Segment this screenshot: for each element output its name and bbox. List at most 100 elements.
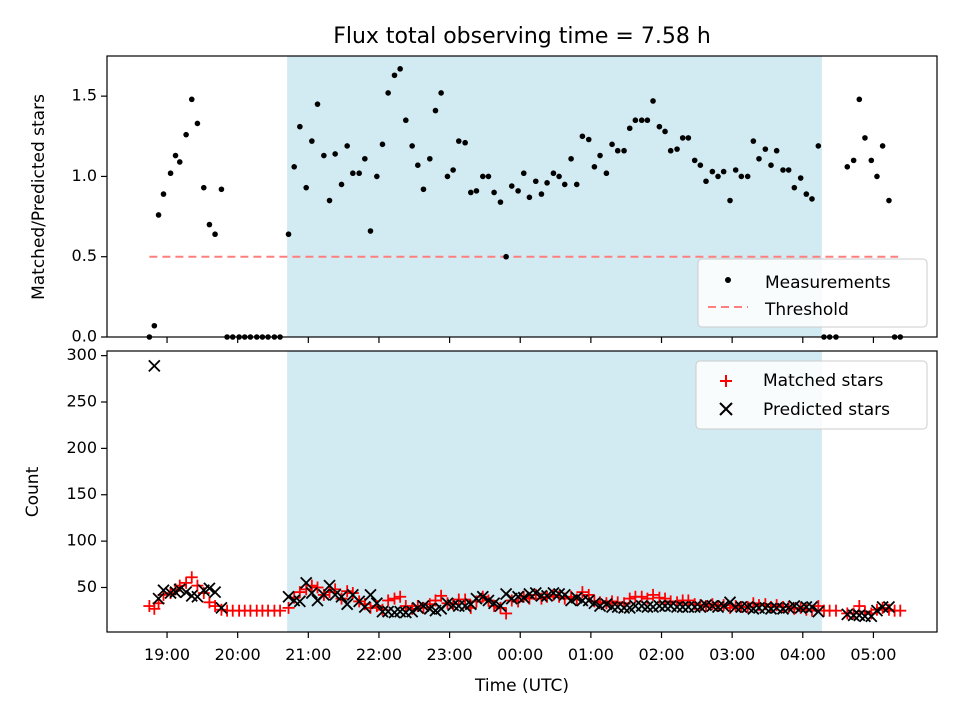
measurement-point: [362, 155, 368, 162]
count-panel-y-label: Count: [23, 466, 43, 517]
measurement-point: [356, 170, 362, 177]
measurement-point: [438, 90, 444, 96]
predicted-star-point: [870, 604, 884, 617]
predicted-star-point: [157, 584, 170, 597]
x-axis-label: Time (UTC): [474, 676, 569, 696]
measurement-point: [367, 228, 374, 234]
top-y-tick-label: 0.5: [72, 246, 97, 265]
measurement-point: [850, 157, 857, 164]
legend-matched-label: Matched stars: [763, 371, 883, 391]
x-tick-label: 21:00: [285, 645, 331, 664]
measurement-point: [303, 184, 310, 191]
x-tick-label: 22:00: [356, 645, 402, 664]
measurement-point: [744, 173, 751, 180]
matched-star-point: [829, 604, 842, 617]
top-y-tick-label: 1.0: [72, 166, 97, 185]
x-tick-label: 20:00: [215, 645, 261, 664]
matched-star-point: [394, 590, 407, 603]
legend-measurements-marker: [725, 277, 731, 283]
bot-y-tick-label: 50: [77, 577, 97, 596]
measurement-point: [314, 101, 321, 107]
matched-star-point: [894, 604, 907, 617]
bot-y-tick-label: 250: [66, 392, 97, 411]
measurement-point: [803, 191, 810, 197]
predicted-star-point: [335, 590, 348, 603]
measurement-point: [691, 157, 698, 164]
matched-star-point: [282, 601, 295, 614]
measurement-point: [591, 163, 598, 170]
x-tick-label: 19:00: [144, 645, 190, 664]
matched-star-point: [494, 601, 507, 614]
measurement-point: [697, 162, 704, 168]
predicted-star-point: [535, 589, 548, 602]
predicted-star-point: [370, 597, 383, 610]
measurement-point: [844, 163, 851, 170]
matched-star-point: [417, 601, 430, 614]
matched-star-point: [576, 586, 589, 599]
matched-star-point: [311, 581, 324, 594]
measurement-point: [397, 66, 403, 72]
predicted-star-point: [487, 597, 501, 610]
measurement-point: [756, 155, 762, 162]
top-y-tick-label: 0.0: [72, 327, 97, 346]
measurement-point: [403, 117, 409, 124]
predicted-star-point: [282, 590, 295, 603]
measurement-point: [879, 143, 886, 149]
matched-star-point: [647, 588, 660, 601]
measurement-point: [738, 173, 745, 180]
measurement-point: [285, 231, 292, 238]
measurement-point: [809, 196, 815, 202]
predicted-star-point: [173, 583, 186, 596]
matched-star-point: [582, 588, 595, 601]
predicted-star-point: [305, 586, 318, 600]
measurement-point: [568, 155, 574, 162]
predicted-star-point: [341, 598, 354, 611]
measurement-point: [727, 197, 733, 204]
matched-star-point: [143, 600, 156, 613]
measurement-point: [874, 173, 880, 180]
predicted-star-point: [617, 601, 631, 615]
measurement-point: [797, 175, 804, 181]
measurement-point: [385, 90, 391, 96]
count-legend: Matched stars Predicted stars: [695, 360, 928, 430]
measurement-point: [520, 170, 527, 177]
predicted-star-point: [417, 599, 430, 613]
top-y-tick-label: 1.5: [72, 86, 97, 105]
x-tick-label: 02:00: [638, 645, 684, 664]
predicted-star-point: [812, 605, 825, 618]
predicted-star-point: [152, 592, 165, 605]
matched-star-point: [682, 594, 695, 607]
measurement-point: [561, 181, 568, 188]
measurement-point: [420, 186, 427, 193]
legend-predicted-marker: [719, 402, 733, 416]
measurement-point: [462, 139, 468, 146]
predicted-star-point: [148, 359, 161, 372]
measurement-point: [444, 173, 451, 180]
measurement-point: [321, 152, 327, 159]
matched-star-point: [399, 600, 412, 613]
predicted-star-point: [670, 600, 684, 614]
matched-star-point: [346, 587, 359, 600]
predicted-star-point: [406, 605, 419, 618]
measurement-point: [479, 173, 486, 180]
predicted-star-point: [717, 599, 730, 613]
measurement-point: [614, 147, 621, 154]
measurement-point: [515, 188, 521, 194]
matched-star-point: [180, 576, 193, 589]
measurement-point: [732, 167, 739, 173]
measurement-point: [332, 151, 338, 157]
measurement-point: [503, 253, 509, 260]
measurement-point: [291, 163, 297, 170]
measurement-point: [550, 170, 557, 177]
measurement-point: [172, 152, 179, 159]
matched-star-point: [653, 591, 666, 604]
predicted-star-point: [494, 599, 507, 613]
count-panel-frame: [106, 350, 938, 633]
measurement-point: [176, 159, 183, 165]
matched-star-point: [335, 592, 348, 605]
measurement-point: [309, 138, 315, 144]
measurement-point: [508, 183, 515, 189]
count-legend-box: [695, 360, 928, 430]
matched-star-point: [215, 603, 228, 616]
predicted-star-point: [317, 588, 330, 602]
